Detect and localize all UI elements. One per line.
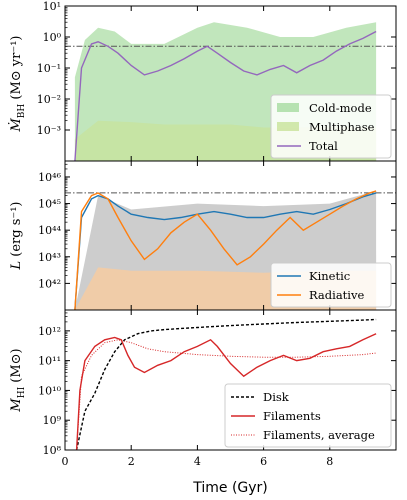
series-filaments — [75, 333, 377, 450]
series-radiative — [74, 190, 377, 310]
panel-frame — [64, 309, 397, 451]
legend-label: Filaments, average — [263, 428, 375, 442]
legend-label: Radiative — [309, 288, 364, 302]
legend-swatch — [277, 103, 299, 112]
legend-box — [270, 94, 392, 159]
series-total — [74, 30, 377, 161]
x-tick-label: 6 — [260, 455, 267, 468]
x-axis-label: Time (Gyr) — [192, 480, 268, 496]
legend-swatch — [277, 122, 299, 131]
series-kinetic — [74, 192, 377, 310]
y-axis-label: L (erg s⁻¹) — [9, 201, 24, 270]
y-tick-label: 10¹ — [43, 0, 61, 13]
y-axis-label: MHI (M⊙) — [9, 348, 27, 412]
y-tick-label: 10⁴⁶ — [38, 171, 61, 184]
y-tick-label: 10⁴² — [38, 277, 61, 290]
y-axis-label-unit: (M⊙ yr⁻¹) — [9, 35, 24, 103]
panel-hi_mass: 10⁸ 10⁹ 10¹⁰ 10¹¹ 10¹² 0 2 4 6 8 MHI (M⊙) Disk Filam… — [9, 309, 397, 468]
y-tick-label: 10⁸ — [43, 444, 62, 457]
panel-luminosity: 10⁴² 10⁴³ 10⁴⁴ 10⁴⁵ 10⁴⁶ L (erg s⁻¹) Kinetic Ra… — [9, 160, 397, 311]
series-disk — [75, 318, 377, 450]
y-axis-label-symbol: Ṁ — [7, 118, 24, 133]
legend: Kinetic Radiative — [270, 262, 392, 308]
y-axis-label-symbol: L — [9, 261, 24, 271]
panel-accretion: 10⁻³ 10⁻² 10⁻¹ 10⁰ 10¹ ṀBH (M⊙ yr⁻¹) Cold-mode… — [7, 0, 397, 162]
y-axis-label: ṀBH (M⊙ yr⁻¹) — [7, 35, 27, 132]
y-tick-label: 10¹⁰ — [38, 384, 61, 397]
x-tick-label: 2 — [128, 455, 135, 468]
y-axis-label-subscript: BH — [17, 104, 27, 119]
panel-plot-area — [75, 318, 377, 450]
legend: Cold-mode Multiphase Total — [270, 94, 392, 159]
y-tick-label: 10⁴⁴ — [38, 224, 61, 237]
y-tick-label: 10⁻² — [37, 93, 61, 106]
y-axis-label-unit: (erg s⁻¹) — [9, 201, 24, 260]
y-tick-label: 10⁴⁵ — [38, 198, 61, 211]
y-tick-label: 10⁻³ — [37, 124, 61, 137]
legend-label: Cold-mode — [309, 101, 372, 115]
y-tick-label: 10⁰ — [43, 31, 62, 44]
legend-label: Multiphase — [309, 120, 375, 134]
legend-label: Total — [309, 139, 338, 153]
y-tick-label: 10⁴³ — [38, 251, 61, 264]
y-axis-label-unit: (M⊙) — [9, 348, 24, 386]
x-tick-label: 0 — [62, 455, 69, 468]
legend-label: Filaments — [263, 409, 321, 423]
x-tick-label: 4 — [194, 455, 201, 468]
x-tick-label: 8 — [326, 455, 333, 468]
legend-label: Kinetic — [309, 269, 350, 283]
legend-box — [224, 383, 392, 448]
y-axis-label-symbol: M — [9, 398, 24, 413]
legend: Disk Filaments Filaments, average — [224, 383, 392, 448]
legend-label: Disk — [263, 390, 290, 404]
y-tick-label: 10⁹ — [43, 414, 62, 427]
y-axis-label-subscript: HI — [17, 386, 27, 398]
y-tick-label: 10¹² — [38, 325, 61, 338]
legend-box — [270, 262, 392, 308]
y-tick-label: 10¹¹ — [38, 355, 61, 368]
series-filaments-average — [76, 339, 377, 450]
y-tick-label: 10⁻¹ — [37, 62, 61, 75]
